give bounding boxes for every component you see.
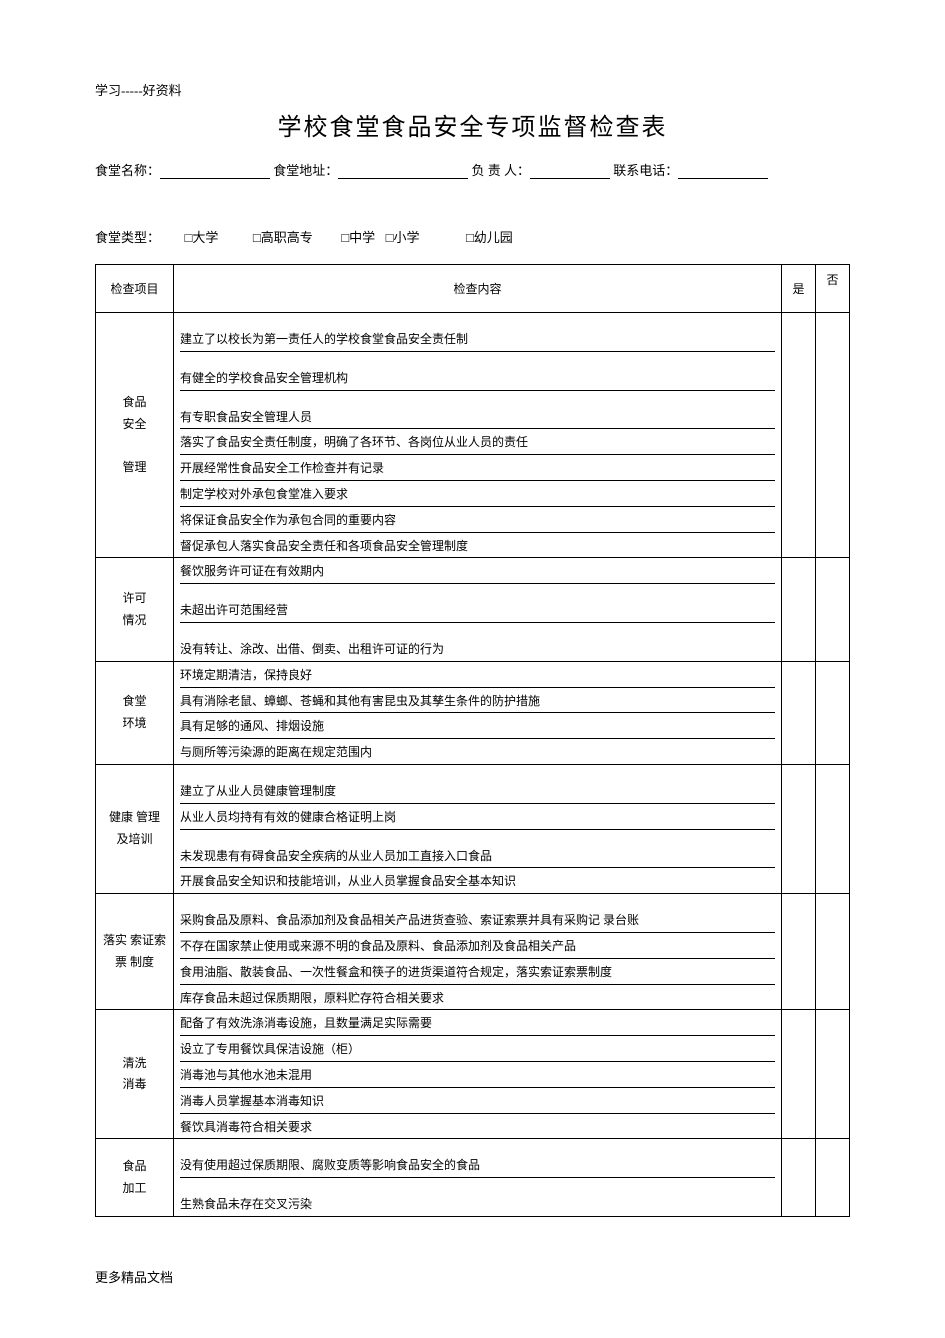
content-item: 消毒人员掌握基本消毒知识 [180,1088,775,1114]
category-cell: 清洗消毒 [96,1010,174,1139]
blank-phone[interactable] [678,163,768,179]
blank-canteen-name[interactable] [160,163,270,179]
content-item: 与厕所等污染源的距离在规定范围内 [180,739,775,764]
yes-cell[interactable] [782,1139,816,1217]
checkbox-middleschool[interactable]: □中学 [341,230,375,245]
no-cell[interactable] [816,558,850,661]
no-cell[interactable] [816,764,850,893]
header-content: 检查内容 [174,265,782,313]
content-item: 从业人员均持有有效的健康合格证明上岗 [180,804,775,830]
checkbox-vocational[interactable]: □高职高专 [253,230,313,245]
content-item: 生熟食品未存在交叉污染 [180,1178,775,1216]
content-cell: 建立了从业人员健康管理制度从业人员均持有有效的健康合格证明上岗未发现患有有碍食品… [174,764,782,893]
form-meta-line: 食堂名称： 食堂地址： 负 责 人： 联系电话： [95,160,850,179]
content-item: 开展食品安全知识和技能培训，从业人员掌握食品安全基本知识 [180,868,775,893]
no-cell[interactable] [816,1010,850,1139]
category-cell: 许可情况 [96,558,174,661]
footer-note: 更多精品文档 [95,1267,850,1286]
category-cell: 食品安全管理 [96,313,174,558]
category-cell: 落实 索证索票 制度 [96,894,174,1010]
table-row: 许可情况餐饮服务许可证在有效期内未超出许可范围经营没有转让、涂改、出借、倒卖、出… [96,558,850,661]
header-category: 检查项目 [96,265,174,313]
content-item: 建立了从业人员健康管理制度 [180,765,775,804]
table-row: 食品加工没有使用超过保质期限、腐败变质等影响食品安全的食品生熟食品未存在交叉污染 [96,1139,850,1217]
content-item: 未超出许可范围经营 [180,584,775,623]
canteen-type-line: 食堂类型： □大学 □高职高专 □中学 □小学 □幼儿园 [95,227,850,246]
no-cell[interactable] [816,313,850,558]
content-item: 设立了专用餐饮具保洁设施（柜） [180,1036,775,1062]
content-item: 消毒池与其他水池未混用 [180,1062,775,1088]
table-row: 清洗消毒配备了有效洗涤消毒设施，且数量满足实际需要设立了专用餐饮具保洁设施（柜）… [96,1010,850,1139]
checkbox-primaryschool[interactable]: □小学 [386,230,420,245]
yes-cell[interactable] [782,894,816,1010]
content-item: 食用油脂、散装食品、一次性餐盒和筷子的进货渠道符合规定，落实索证索票制度 [180,959,775,985]
header-no: 否 [816,265,850,313]
content-item: 没有使用超过保质期限、腐败变质等影响食品安全的食品 [180,1139,775,1178]
content-cell: 餐饮服务许可证在有效期内未超出许可范围经营没有转让、涂改、出借、倒卖、出租许可证… [174,558,782,661]
yes-cell[interactable] [782,558,816,661]
content-cell: 采购食品及原料、食品添加剂及食品相关产品进货查验、索证索票并具有采购记 录台账不… [174,894,782,1010]
content-item: 餐饮服务许可证在有效期内 [180,558,775,584]
content-item: 开展经常性食品安全工作检查并有记录 [180,455,775,481]
category-cell: 健康 管理 及培训 [96,764,174,893]
table-row: 食堂环境环境定期清洁，保持良好具有消除老鼠、蟑螂、苍蝇和其他有害昆虫及其孳生条件… [96,661,850,764]
yes-cell[interactable] [782,661,816,764]
content-item: 库存食品未超过保质期限，原料贮存符合相关要求 [180,985,775,1010]
content-item: 采购食品及原料、食品添加剂及食品相关产品进货查验、索证索票并具有采购记 录台账 [180,894,775,933]
no-cell[interactable] [816,894,850,1010]
inspection-table: 检查项目 检查内容 是 否 食品安全管理建立了以校长为第一责任人的学校食堂食品安… [95,264,850,1217]
content-item: 环境定期清洁，保持良好 [180,662,775,688]
label-canteen-name: 食堂名称： [95,160,160,179]
content-item: 不存在国家禁止使用或来源不明的食品及原料、食品添加剂及食品相关产品 [180,933,775,959]
category-cell: 食堂环境 [96,661,174,764]
label-responsible: 负 责 人： [472,160,531,179]
content-item: 餐饮具消毒符合相关要求 [180,1114,775,1139]
content-item: 具有足够的通风、排烟设施 [180,713,775,739]
label-canteen-type: 食堂类型： [95,230,160,245]
yes-cell[interactable] [782,313,816,558]
content-item: 没有转让、涂改、出借、倒卖、出租许可证的行为 [180,623,775,661]
content-item: 将保证食品安全作为承包合同的重要内容 [180,507,775,533]
content-item: 有专职食品安全管理人员 [180,391,775,430]
header-note: 学习-----好资料 [95,80,850,99]
content-cell: 建立了以校长为第一责任人的学校食堂食品安全责任制有健全的学校食品安全管理机构有专… [174,313,782,558]
content-item: 建立了以校长为第一责任人的学校食堂食品安全责任制 [180,313,775,352]
table-row: 落实 索证索票 制度采购食品及原料、食品添加剂及食品相关产品进货查验、索证索票并… [96,894,850,1010]
content-item: 配备了有效洗涤消毒设施，且数量满足实际需要 [180,1010,775,1036]
content-cell: 没有使用超过保质期限、腐败变质等影响食品安全的食品生熟食品未存在交叉污染 [174,1139,782,1217]
category-cell: 食品加工 [96,1139,174,1217]
page-title: 学校食堂食品安全专项监督检查表 [95,107,850,142]
content-item: 有健全的学校食品安全管理机构 [180,352,775,391]
yes-cell[interactable] [782,1010,816,1139]
checkbox-kindergarten[interactable]: □幼儿园 [466,230,513,245]
content-cell: 环境定期清洁，保持良好具有消除老鼠、蟑螂、苍蝇和其他有害昆虫及其孳生条件的防护措… [174,661,782,764]
content-item: 落实了食品安全责任制度，明确了各环节、各岗位从业人员的责任 [180,429,775,455]
table-row: 健康 管理 及培训建立了从业人员健康管理制度从业人员均持有有效的健康合格证明上岗… [96,764,850,893]
yes-cell[interactable] [782,764,816,893]
no-cell[interactable] [816,1139,850,1217]
blank-canteen-address[interactable] [338,163,468,179]
content-item: 制定学校对外承包食堂准入要求 [180,481,775,507]
table-body: 食品安全管理建立了以校长为第一责任人的学校食堂食品安全责任制有健全的学校食品安全… [96,313,850,1217]
no-cell[interactable] [816,661,850,764]
header-yes: 是 [782,265,816,313]
content-cell: 配备了有效洗涤消毒设施，且数量满足实际需要设立了专用餐饮具保洁设施（柜）消毒池与… [174,1010,782,1139]
table-row: 食品安全管理建立了以校长为第一责任人的学校食堂食品安全责任制有健全的学校食品安全… [96,313,850,558]
label-canteen-address: 食堂地址： [273,160,338,179]
table-header-row: 检查项目 检查内容 是 否 [96,265,850,313]
label-phone: 联系电话： [613,160,678,179]
content-item: 具有消除老鼠、蟑螂、苍蝇和其他有害昆虫及其孳生条件的防护措施 [180,688,775,714]
content-item: 督促承包人落实食品安全责任和各项食品安全管理制度 [180,533,775,558]
content-item: 未发现患有有碍食品安全疾病的从业人员加工直接入口食品 [180,830,775,869]
blank-responsible[interactable] [530,163,610,179]
checkbox-university[interactable]: □大学 [185,230,219,245]
